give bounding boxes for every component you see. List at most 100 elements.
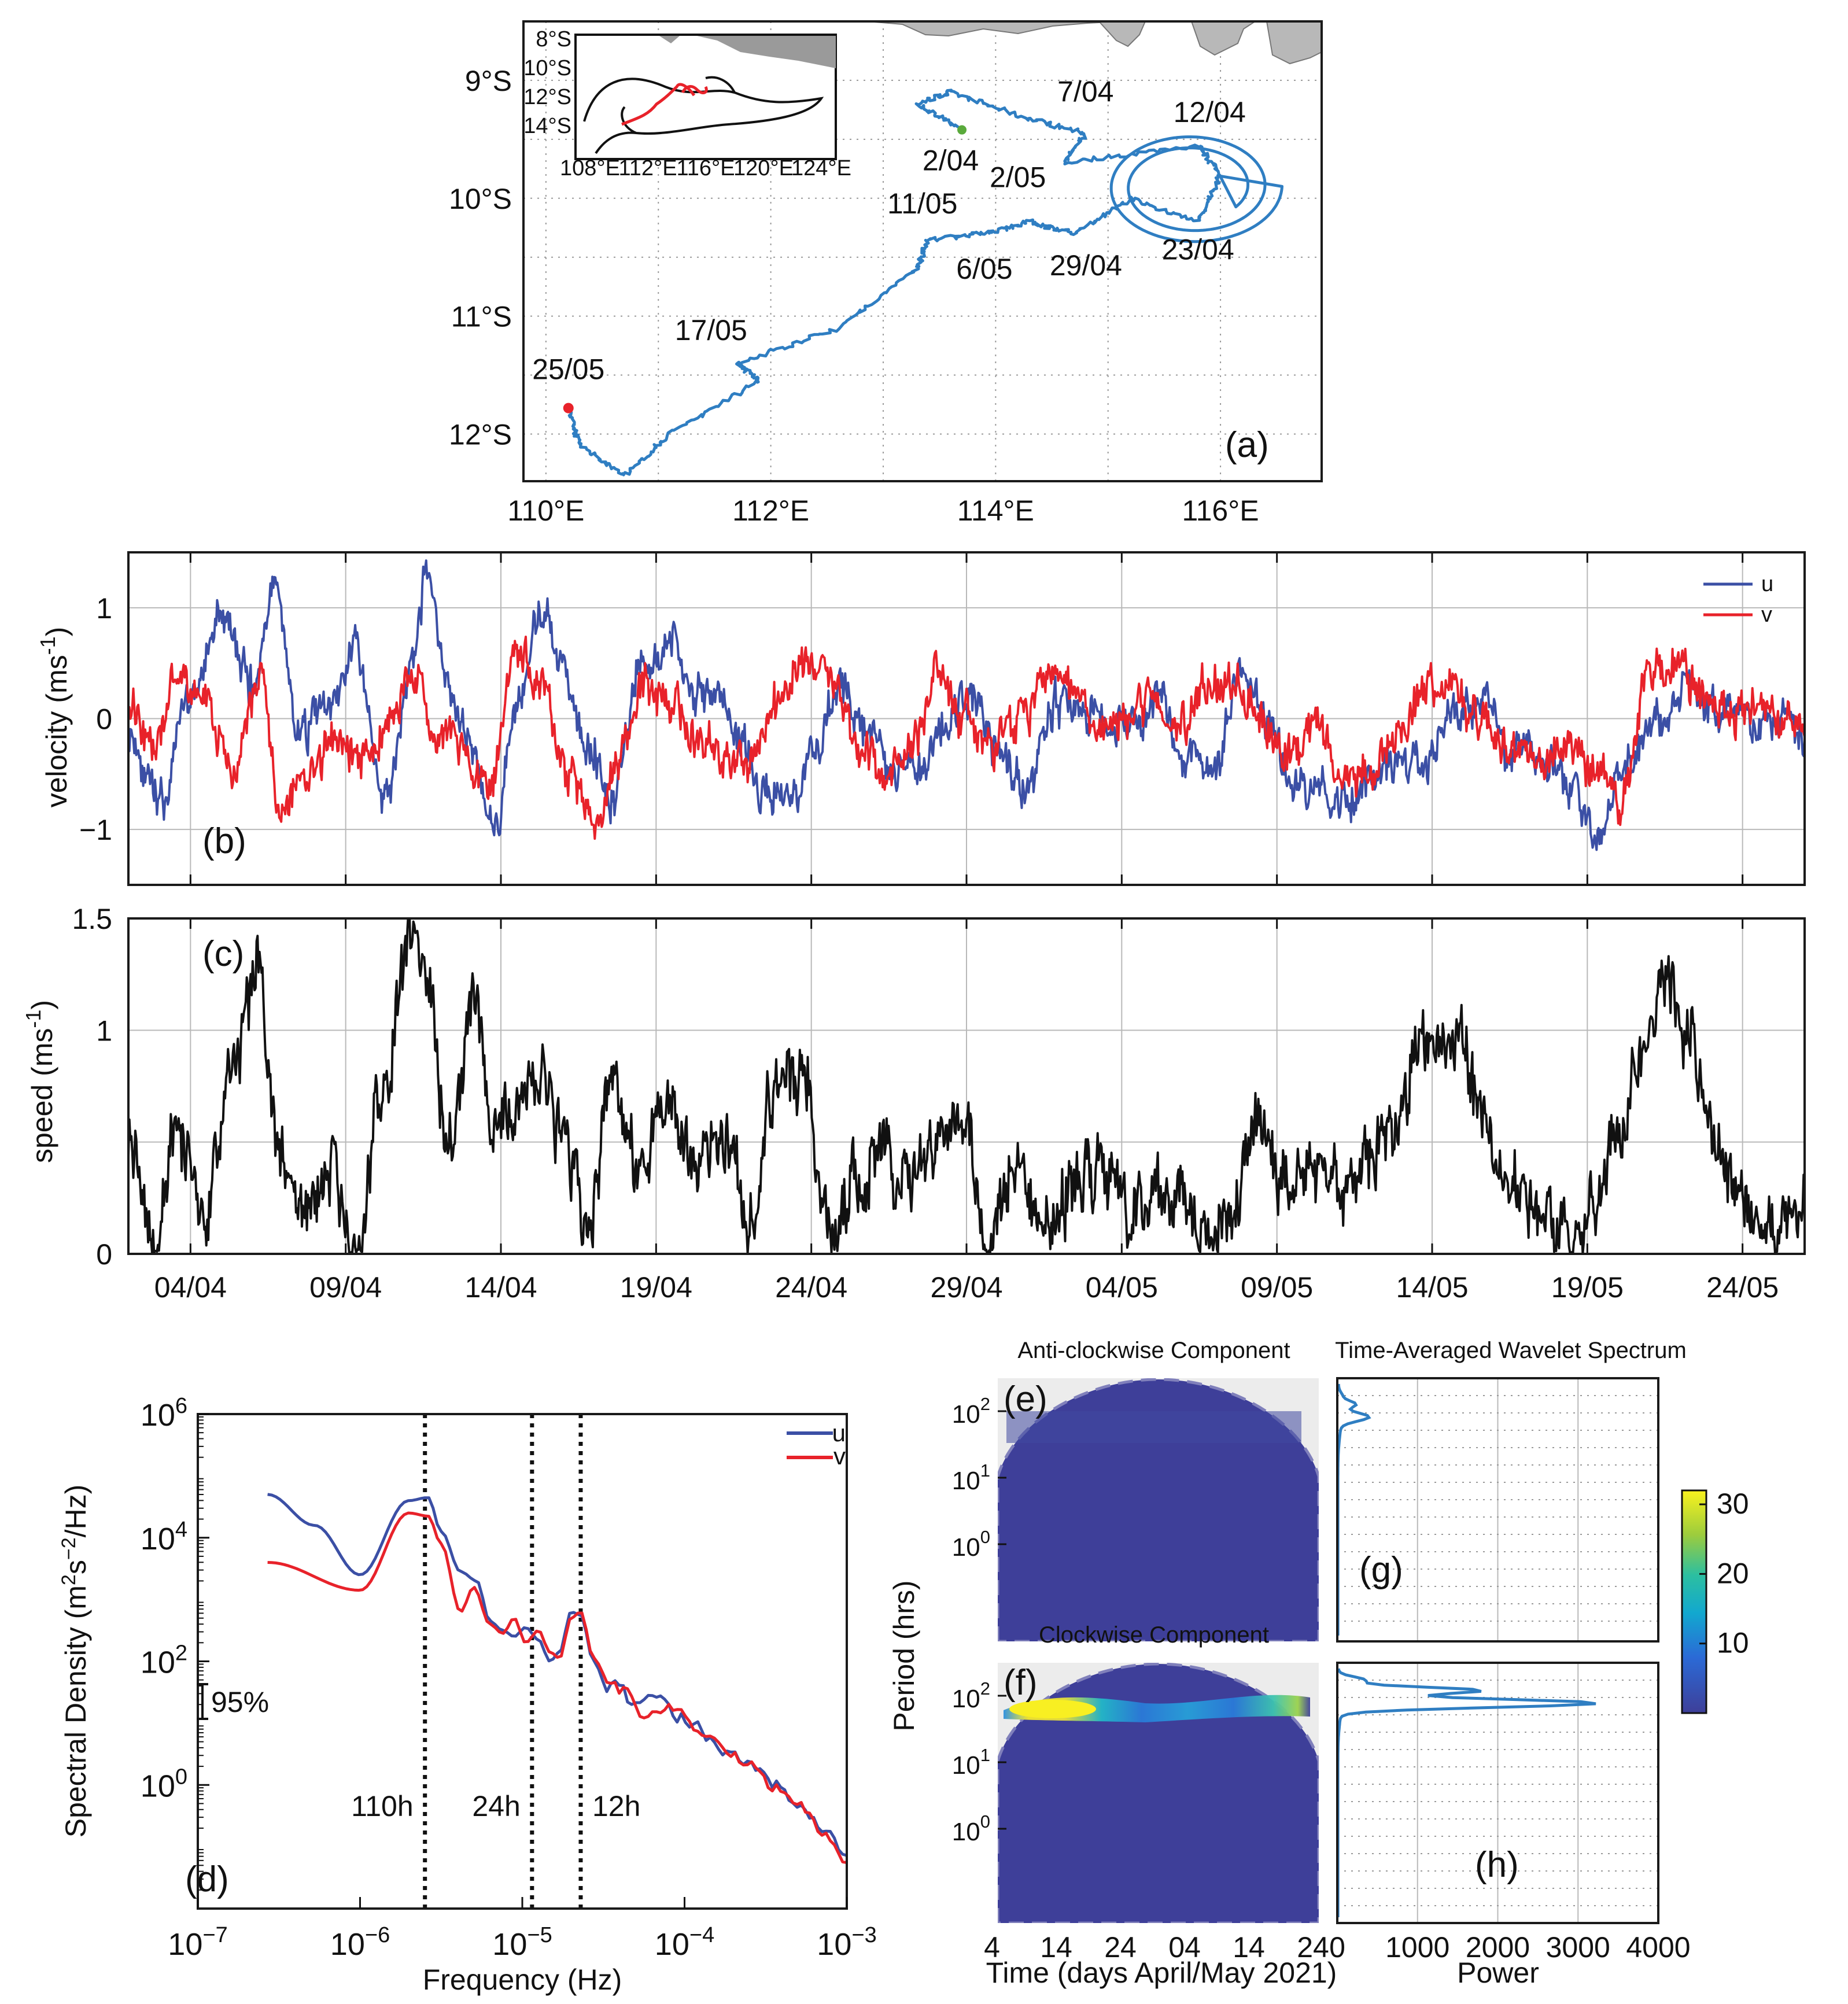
period-label-24h: 24h xyxy=(472,1790,520,1822)
time-averaged-title: Time-Averaged Wavelet Spectrum xyxy=(1335,1338,1687,1363)
velocity-y-tick-label: 0 xyxy=(96,703,112,736)
f-y-ticks: 102 101 100 xyxy=(952,1678,1006,1846)
colorbar-tick-label: 10 xyxy=(1717,1627,1749,1659)
spectrum-x-axis-label: Frequency (Hz) xyxy=(423,1964,622,1996)
velocity-panel: 1 0 −1 velocity (ms-1) (b) u v xyxy=(36,551,1806,886)
power-tick-label: 0 xyxy=(1329,1931,1345,1964)
map-frame xyxy=(522,20,1323,482)
inset-black-track xyxy=(583,76,824,154)
colorbar: 30 20 10 xyxy=(1681,1488,1749,1714)
legend-u-label: u xyxy=(1761,572,1773,596)
spectrum-axis-ticks: 10−7 10−6 10−5 10−4 10−3 106 104 102 100 xyxy=(141,1394,877,1962)
g-frame xyxy=(1336,1377,1659,1643)
spectrum-x-tick-label: 10−4 xyxy=(655,1923,714,1962)
power-tick-label: 3000 xyxy=(1546,1931,1610,1964)
period-label-110h: 110h xyxy=(351,1790,414,1822)
spectrum-x-tick-label: 10−5 xyxy=(492,1923,552,1962)
confidence-bar: 95% xyxy=(197,1683,269,1720)
period-tick-label: 100 xyxy=(952,1811,990,1846)
power-tick-label: 2000 xyxy=(1466,1931,1530,1964)
clockwise-averaged-spectrum-line xyxy=(1337,1668,1596,1917)
panel-label-g: (g) xyxy=(1359,1550,1403,1590)
inset-y-tick-label: 10°S xyxy=(523,56,571,80)
power-tick-label: 1000 xyxy=(1385,1931,1449,1964)
period-label-12h: 12h xyxy=(592,1790,640,1822)
inset-x-tick-label: 108°E xyxy=(560,156,620,180)
date-x-tick-label: 19/04 xyxy=(620,1271,692,1304)
speed-panel: 1.510 04/04 09/04 14/04 19/04 24/04 29/04 04/0… xyxy=(21,903,1806,1304)
spectrum-legend-u-label: u xyxy=(832,1419,846,1446)
track-date-label: 17/05 xyxy=(675,314,747,346)
series-v-line xyxy=(128,636,1805,840)
map-x-ticks: 110°E 112°E 114°E 116°E xyxy=(507,494,1259,527)
power-axis-label: Power xyxy=(1457,1957,1539,1989)
inset-y-tick-label: 8°S xyxy=(536,27,571,51)
velocity-y-axis-label: velocity (ms-1) xyxy=(36,627,73,808)
date-x-tick-label: 04/05 xyxy=(1086,1271,1158,1304)
speed-gridlines xyxy=(128,918,1805,1254)
legend-v-label: v xyxy=(1761,603,1772,627)
panel-label-h: (h) xyxy=(1475,1845,1519,1885)
wavelet-time-tick-label: 24 xyxy=(1297,1931,1329,1964)
wavelet-time-tick-label: 04 xyxy=(1168,1931,1201,1964)
speed-y-axis-label: speed (ms-1) xyxy=(21,1000,58,1163)
land-lombok xyxy=(1190,21,1256,56)
track-date-label: 29/04 xyxy=(1050,249,1122,282)
inset-x-tick-label: 112°E xyxy=(618,156,677,180)
clockwise-peak-core xyxy=(1009,1700,1096,1718)
map-y-tick-label: 9°S xyxy=(465,65,512,97)
map-x-tick-label: 114°E xyxy=(957,494,1034,527)
land-sumbawa xyxy=(1266,21,1322,65)
wavelet-time-tick-label: 14 xyxy=(1233,1931,1265,1964)
power-tick-label: 4000 xyxy=(1626,1931,1690,1964)
inset-y-tick-label: 12°S xyxy=(523,85,571,109)
spectrum-y-tick-label: 106 xyxy=(141,1394,187,1433)
end-point-marker xyxy=(563,403,574,414)
map-y-tick-label: 10°S xyxy=(449,183,512,215)
velocity-y-tick-label: 1 xyxy=(96,592,112,625)
velocity-y-ticks: 1 0 −1 xyxy=(79,592,112,846)
wavelet-time-x-ticks: 4 14 24 04 14 24 xyxy=(984,1931,1329,1964)
track-date-label: 25/05 xyxy=(532,353,604,386)
inset-y-tick-label: 14°S xyxy=(523,114,571,138)
drifter-track xyxy=(567,88,1283,477)
period-tick-label: 101 xyxy=(952,1460,990,1495)
spectrum-v-line xyxy=(267,1511,847,1865)
colorbar-gradient xyxy=(1681,1489,1707,1714)
panel-label-c: (c) xyxy=(202,934,244,974)
date-x-tick-label: 04/04 xyxy=(154,1271,227,1304)
panel-label-e: (e) xyxy=(1004,1379,1047,1419)
start-date-label: 2/04 xyxy=(923,145,979,177)
anticlockwise-averaged-spectrum-line xyxy=(1337,1383,1371,1636)
spectrum-y-axis-label: Spectral Density (m2s−2/Hz) xyxy=(58,1485,92,1838)
period-tick-label: 102 xyxy=(952,1394,990,1429)
date-x-tick-label: 14/05 xyxy=(1396,1271,1468,1304)
wavelet-time-tick-label: 4 xyxy=(984,1931,1000,1964)
start-point-marker xyxy=(957,125,967,135)
h-frame xyxy=(1336,1662,1659,1924)
land-bali xyxy=(1098,21,1146,47)
period-axis-label: Period (hrs) xyxy=(888,1580,920,1731)
track-date-label: 7/04 xyxy=(1057,76,1113,108)
spectrum-y-tick-label: 102 xyxy=(141,1641,187,1680)
colorbar-tick-label: 20 xyxy=(1717,1557,1749,1589)
e-upper-band xyxy=(1006,1411,1301,1443)
velocity-frame xyxy=(127,551,1806,886)
inset-land xyxy=(697,36,836,68)
spectrum-x-tick-label: 10−6 xyxy=(330,1923,390,1962)
spectrum-y-tick-label: 100 xyxy=(141,1765,187,1803)
clockwise-wavelet-panel: Clockwise Component 102 101 100 4 14 24 04 14 2… xyxy=(888,1580,1337,1989)
spectrum-legend-v-label: v xyxy=(833,1442,846,1470)
colorbar-ticks: 30 20 10 xyxy=(1699,1488,1749,1659)
series-speed-line xyxy=(128,918,1805,1254)
spectrum-frame xyxy=(197,1413,848,1910)
date-x-tick-label: 24/05 xyxy=(1706,1271,1779,1304)
date-x-tick-label: 09/05 xyxy=(1241,1271,1313,1304)
period-tick-label: 102 xyxy=(952,1678,990,1713)
map-y-ticks: 9°S 10°S 11°S 12°S xyxy=(449,65,512,451)
track-date-labels: 7/04 12/04 23/04 29/04 2/05 6/05 11/05 17/05 25/… xyxy=(532,76,1246,386)
map-x-tick-label: 110°E xyxy=(507,494,584,527)
